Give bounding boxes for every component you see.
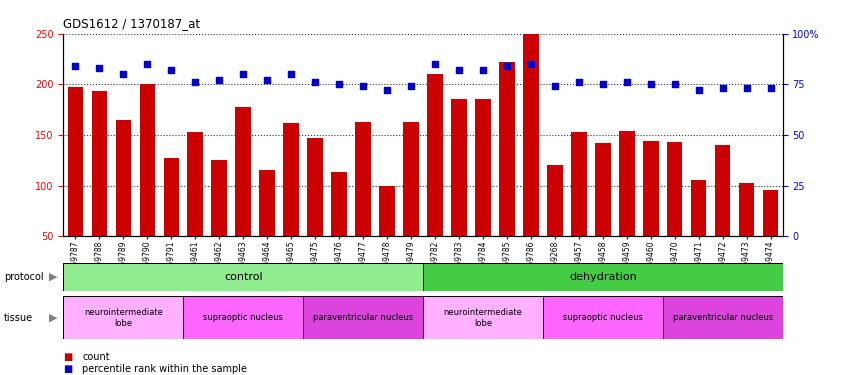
Bar: [303, 296, 423, 339]
Point: [428, 61, 442, 67]
Bar: [307, 138, 323, 287]
Point: [620, 80, 634, 86]
Text: paraventricular nucleus: paraventricular nucleus: [673, 314, 772, 322]
Bar: [423, 296, 543, 339]
Text: paraventricular nucleus: paraventricular nucleus: [313, 314, 413, 322]
Text: neurointermediate
lobe: neurointermediate lobe: [443, 308, 522, 327]
Text: percentile rank within the sample: percentile rank within the sample: [82, 364, 247, 374]
Bar: [404, 122, 419, 287]
Point: [284, 71, 298, 77]
Bar: [379, 186, 395, 287]
Point: [644, 81, 657, 87]
Bar: [662, 296, 783, 339]
Bar: [475, 99, 491, 287]
Bar: [763, 190, 778, 287]
Bar: [543, 296, 662, 339]
Bar: [184, 296, 303, 339]
Point: [189, 80, 202, 86]
Point: [140, 61, 154, 67]
Point: [308, 80, 321, 86]
Point: [596, 81, 609, 87]
Point: [548, 83, 562, 89]
Text: supraoptic nucleus: supraoptic nucleus: [563, 314, 643, 322]
Bar: [427, 74, 442, 287]
Point: [739, 86, 753, 92]
Bar: [140, 84, 155, 287]
Bar: [91, 92, 107, 287]
Point: [356, 83, 370, 89]
Point: [572, 80, 585, 86]
Text: ■: ■: [63, 364, 73, 374]
Bar: [260, 170, 275, 287]
Text: ▶: ▶: [49, 272, 58, 282]
Text: tissue: tissue: [4, 313, 33, 323]
Bar: [523, 33, 539, 287]
Bar: [212, 160, 227, 287]
Point: [332, 81, 346, 87]
Text: control: control: [224, 272, 262, 282]
Bar: [739, 183, 755, 287]
Point: [164, 67, 178, 73]
Point: [236, 71, 250, 77]
Bar: [667, 142, 683, 287]
Point: [476, 67, 490, 73]
Point: [667, 81, 681, 87]
Text: count: count: [82, 352, 110, 362]
Bar: [547, 165, 563, 287]
Bar: [355, 122, 371, 287]
Point: [69, 63, 82, 69]
Text: GDS1612 / 1370187_at: GDS1612 / 1370187_at: [63, 17, 201, 30]
Point: [692, 87, 706, 93]
Point: [380, 87, 393, 93]
Text: ▶: ▶: [49, 313, 58, 323]
Bar: [332, 172, 347, 287]
Text: neurointermediate
lobe: neurointermediate lobe: [84, 308, 162, 327]
Point: [452, 67, 465, 73]
Bar: [163, 158, 179, 287]
Bar: [619, 131, 634, 287]
Point: [117, 71, 130, 77]
Bar: [691, 180, 706, 287]
Bar: [68, 87, 83, 287]
Bar: [715, 145, 730, 287]
Bar: [188, 132, 203, 287]
Text: ■: ■: [63, 352, 73, 362]
Bar: [235, 106, 251, 287]
Bar: [451, 99, 467, 287]
Point: [764, 86, 777, 92]
Bar: [499, 62, 514, 287]
Point: [716, 86, 729, 92]
Bar: [571, 132, 586, 287]
Bar: [283, 123, 299, 287]
Point: [212, 77, 226, 83]
Bar: [643, 141, 658, 287]
Point: [261, 77, 274, 83]
Point: [500, 63, 514, 69]
Bar: [116, 120, 131, 287]
Text: dehydration: dehydration: [569, 272, 637, 282]
Bar: [63, 296, 184, 339]
Point: [524, 61, 537, 67]
Bar: [63, 262, 423, 291]
Text: protocol: protocol: [4, 272, 44, 282]
Text: supraoptic nucleus: supraoptic nucleus: [203, 314, 283, 322]
Bar: [595, 143, 611, 287]
Point: [92, 65, 106, 71]
Bar: [423, 262, 783, 291]
Point: [404, 83, 418, 89]
